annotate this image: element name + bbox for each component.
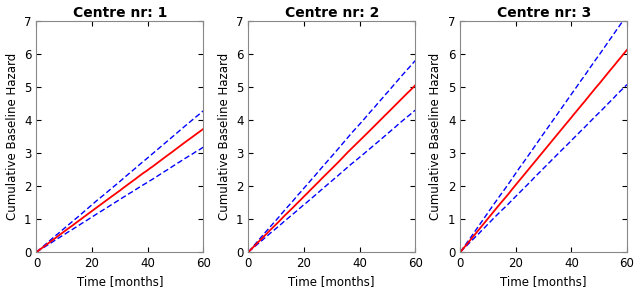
- Title: Centre nr: 1: Centre nr: 1: [72, 6, 167, 20]
- Y-axis label: Cumulative Baseline Hazard: Cumulative Baseline Hazard: [218, 53, 230, 220]
- Title: Centre nr: 3: Centre nr: 3: [497, 6, 591, 20]
- Y-axis label: Cumulative Baseline Hazard: Cumulative Baseline Hazard: [6, 53, 19, 220]
- X-axis label: Time [months]: Time [months]: [500, 275, 587, 288]
- Title: Centre nr: 2: Centre nr: 2: [285, 6, 379, 20]
- X-axis label: Time [months]: Time [months]: [77, 275, 163, 288]
- Y-axis label: Cumulative Baseline Hazard: Cumulative Baseline Hazard: [429, 53, 442, 220]
- X-axis label: Time [months]: Time [months]: [289, 275, 375, 288]
